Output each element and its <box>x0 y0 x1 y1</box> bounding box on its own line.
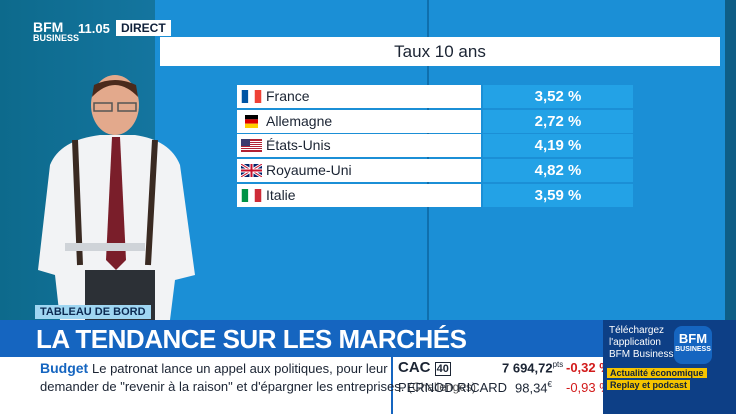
flag-us <box>241 139 262 152</box>
ticker-line: Le patronat lance un appel aux politique… <box>92 361 388 376</box>
promo-tag: Replay et podcast <box>607 380 691 390</box>
rate: 4,82 % <box>483 159 633 182</box>
index-name: CAC <box>398 359 431 376</box>
value: 98,34 <box>515 380 548 396</box>
rate: 4,19 % <box>483 134 633 157</box>
ticker-line: demander de "revenir à la raison" et d'é… <box>40 379 476 394</box>
logo-sub: BUSINESS <box>33 33 80 43</box>
flag-de <box>245 115 258 128</box>
rate: 3,52 % <box>483 85 633 108</box>
table-row: États-Unis 4,19 % <box>237 134 633 157</box>
promo-line: BFM Business <box>609 349 674 360</box>
country: Royaume-Uni <box>266 162 352 178</box>
promo-logo: BFM BUSINESS <box>674 326 712 364</box>
promo-text: Téléchargez l'application BFM Business <box>609 325 673 361</box>
promo-tag: Actualité économique <box>607 368 707 378</box>
table-row: Royaume-Uni 4,82 % <box>237 159 633 182</box>
logo-text: BFM <box>678 331 708 346</box>
logo-text: BFM <box>33 19 64 35</box>
index-value: 7 694,72pts <box>502 360 563 375</box>
country: France <box>266 88 310 104</box>
ticker-topic: Budget <box>40 360 89 376</box>
rate: 3,59 % <box>483 184 633 207</box>
index-change: -0,32 % <box>566 360 611 375</box>
index-number: 40 <box>434 362 451 376</box>
table-row: Allemagne 2,72 % <box>237 110 633 133</box>
ticker-text: demander de "revenir à la raison" et d'é… <box>40 379 405 394</box>
value: 7 694,72 <box>502 360 553 376</box>
banner <box>0 320 603 357</box>
country-cell: États-Unis <box>237 134 481 157</box>
stock-name: PERNOD RICARD <box>398 380 508 395</box>
table-title: Taux 10 ans <box>160 37 720 66</box>
channel-logo: BFM BUSINESS <box>33 19 80 44</box>
country-cell: Allemagne <box>237 110 481 133</box>
country-cell: Italie <box>237 184 481 207</box>
logo-sub: BUSINESS <box>675 346 711 353</box>
promo-line: l'application <box>609 337 661 348</box>
ticker-divider <box>391 357 393 414</box>
unit: pts <box>552 360 564 369</box>
promo-box <box>603 320 736 414</box>
promo-line: Téléchargez <box>609 325 665 336</box>
country: Allemagne <box>266 113 333 129</box>
country-cell: France <box>237 85 481 108</box>
table-row: France 3,52 % <box>237 85 633 108</box>
table-row: Italie 3,59 % <box>237 184 633 207</box>
banner-tag: TABLEAU DE BORD <box>35 305 151 319</box>
ticker <box>0 357 603 414</box>
flag-it <box>241 189 262 202</box>
market-index: CAC 40 <box>398 359 451 376</box>
country-cell: Royaume-Uni <box>237 159 481 182</box>
presenter <box>38 75 195 320</box>
banner-title: LA TENDANCE SUR LES MARCHÉS <box>36 324 467 354</box>
clock: 11.05 <box>78 21 110 36</box>
flag-uk <box>241 164 262 177</box>
flag-fr <box>241 90 262 103</box>
rate: 2,72 % <box>483 110 633 133</box>
stock-change: -0,93 % <box>566 380 611 395</box>
country: États-Unis <box>266 137 331 153</box>
unit: € <box>547 380 552 389</box>
stock-value: 98,34€ <box>515 380 552 395</box>
ticker-source: (Challenges) <box>407 380 477 394</box>
country: Italie <box>266 187 296 203</box>
live-tag: DIRECT <box>116 20 171 36</box>
